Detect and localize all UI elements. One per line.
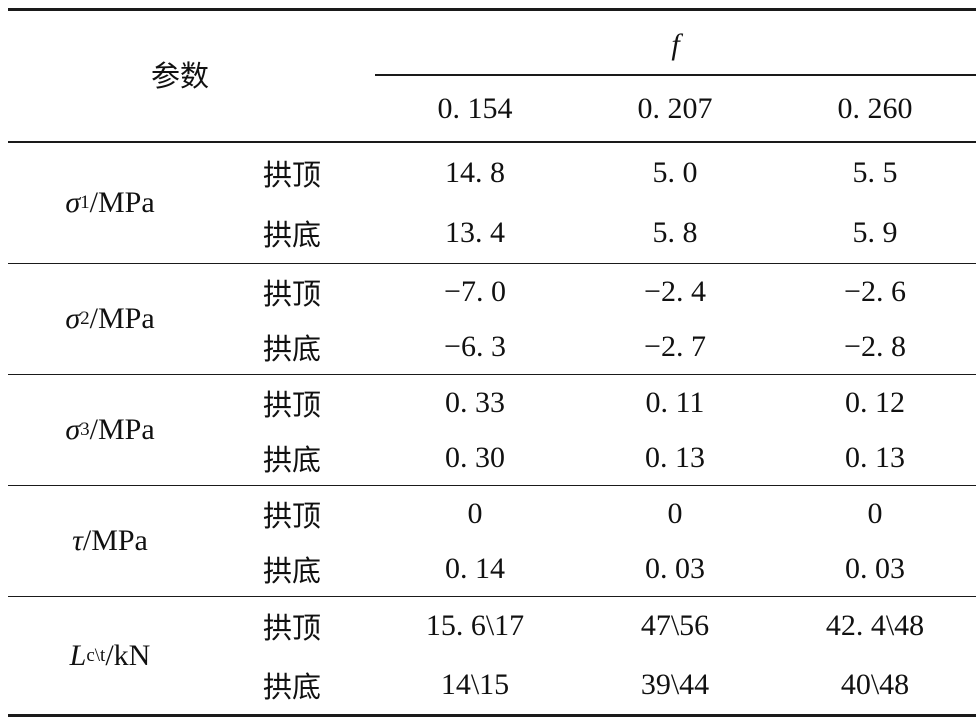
table-cell: 5. 5	[852, 156, 898, 189]
quantity-symbol: σ	[65, 186, 81, 219]
position-label: 拱顶	[262, 387, 321, 422]
table-cell: −2. 6	[844, 274, 906, 308]
table-cell: 40\48	[840, 667, 910, 701]
table-cell: 0. 13	[645, 440, 705, 474]
column-header: 0. 260	[837, 92, 913, 125]
quantity-unit: /MPa	[89, 413, 155, 446]
table-cell: 5. 8	[652, 216, 698, 249]
position-label: 拱底	[262, 669, 321, 704]
quantity-subscript: 2	[80, 308, 90, 329]
table-cell: 47\56	[640, 609, 710, 643]
table-cell: 42. 4\48	[825, 609, 925, 643]
table-cell: 0. 33	[445, 385, 505, 419]
table-cell: 0. 03	[845, 551, 905, 585]
table-cell: 14\15	[440, 667, 510, 701]
quantity-unit: /MPa	[89, 302, 155, 335]
table-cell: −2. 7	[644, 329, 706, 363]
table-cell: 0. 12	[845, 385, 905, 419]
quantity-label: σ 3/MPa	[20, 375, 200, 485]
table-cell: 0. 14	[445, 551, 505, 585]
table-cell: 0. 11	[645, 385, 705, 419]
bottom-rule	[8, 714, 976, 717]
table-cell: 14. 8	[445, 156, 505, 189]
quantity-unit: /kN	[105, 638, 151, 672]
column-header: 0. 154	[437, 92, 513, 125]
table-cell: −7. 0	[444, 274, 506, 308]
quantity-symbol: σ	[65, 302, 81, 335]
table-cell: 0. 30	[445, 440, 505, 474]
table-cell: 0	[467, 496, 483, 530]
quantity-label: σ 2/MPa	[20, 264, 200, 374]
position-label: 拱顶	[262, 276, 321, 311]
f-subheader-rule	[375, 74, 976, 76]
position-label: 拱底	[262, 218, 321, 252]
quantity-subscript: 1	[80, 192, 90, 213]
header-bottom-rule	[8, 141, 976, 143]
f-header: f	[671, 28, 680, 61]
quantity-unit: /MPa	[82, 524, 148, 557]
group-divider	[8, 596, 976, 597]
group-divider	[8, 485, 976, 486]
table-cell: 5. 0	[652, 156, 698, 189]
position-label: 拱底	[262, 553, 321, 588]
table-cell: −2. 4	[644, 274, 706, 308]
quantity-label: σ 1/MPa	[20, 143, 200, 263]
column-header: 0. 207	[637, 92, 713, 125]
quantity-subscript: 3	[80, 419, 90, 440]
table-cell: −2. 8	[844, 329, 906, 363]
table-cell: 0	[667, 496, 683, 530]
table-cell: −6. 3	[444, 329, 506, 363]
table-cell: 0. 13	[845, 440, 905, 474]
top-rule	[8, 8, 976, 11]
quantity-label: τ/MPa	[20, 486, 200, 596]
position-label: 拱底	[262, 442, 321, 477]
table-cell: 15. 6\17	[425, 609, 525, 643]
quantity-symbol: τ	[72, 524, 83, 557]
quantity-symbol: σ	[65, 413, 81, 446]
table-cell: 13. 4	[445, 216, 505, 249]
quantity-subscript: c\t	[86, 644, 106, 666]
position-label: 拱顶	[262, 611, 321, 646]
quantity-symbol: L	[69, 638, 87, 672]
group-divider	[8, 374, 976, 375]
quantity-unit: /MPa	[89, 186, 155, 219]
param-header: 参数	[150, 59, 209, 93]
table-cell: 5. 9	[852, 216, 898, 249]
position-label: 拱顶	[262, 498, 321, 533]
table-cell: 0	[867, 496, 883, 530]
position-label: 拱顶	[262, 158, 321, 192]
table-cell: 0. 03	[645, 551, 705, 585]
position-label: 拱底	[262, 331, 321, 366]
table-cell: 39\44	[640, 667, 710, 701]
group-divider	[8, 263, 976, 264]
